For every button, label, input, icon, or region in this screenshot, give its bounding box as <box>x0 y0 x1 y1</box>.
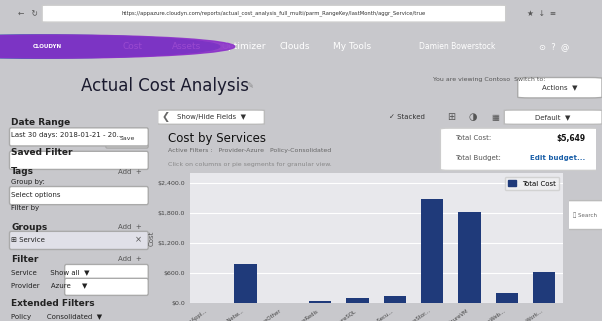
Text: ×: × <box>135 235 142 244</box>
Text: Date Range: Date Range <box>11 118 70 127</box>
Text: Service      Show all  ▼: Service Show all ▼ <box>11 269 90 275</box>
Text: Last 30 days: 2018-01-21 - 20...: Last 30 days: 2018-01-21 - 20... <box>11 132 123 138</box>
Text: Tags: Tags <box>11 167 34 176</box>
FancyBboxPatch shape <box>64 265 148 282</box>
Text: You are viewing Contoso  Switch to:: You are viewing Contoso Switch to: <box>433 77 546 82</box>
Text: ✓ Stacked: ✓ Stacked <box>388 114 424 120</box>
FancyBboxPatch shape <box>158 110 264 124</box>
Legend: Total Cost: Total Cost <box>504 177 559 190</box>
Text: Add  +: Add + <box>118 256 142 262</box>
Bar <box>346 298 369 303</box>
Text: Click on columns or pie segments for granular view.: Click on columns or pie segments for gra… <box>168 162 332 167</box>
Text: Extended Filters: Extended Filters <box>11 299 95 308</box>
Text: My Tools: My Tools <box>333 42 371 51</box>
Text: Filter by: Filter by <box>11 205 39 211</box>
Bar <box>309 301 332 303</box>
Text: Provider     Azure     ▼: Provider Azure ▼ <box>11 282 87 288</box>
Text: ←   ↻: ← ↻ <box>18 9 38 18</box>
Text: Select options: Select options <box>11 192 61 198</box>
Text: Filter: Filter <box>11 255 39 264</box>
Text: Cost: Cost <box>122 42 143 51</box>
Text: Actual Cost Analysis: Actual Cost Analysis <box>81 77 249 95</box>
FancyBboxPatch shape <box>42 5 506 22</box>
Text: Saved Filter: Saved Filter <box>11 148 72 157</box>
Bar <box>495 293 518 303</box>
Text: Default  ▼: Default ▼ <box>535 114 571 120</box>
Text: ⊙  ?  @: ⊙ ? @ <box>539 42 569 51</box>
Text: Total Budget:: Total Budget: <box>456 155 501 161</box>
Text: ✎: ✎ <box>246 81 253 90</box>
Text: ★  ↓  ≡: ★ ↓ ≡ <box>527 9 556 18</box>
Text: Clouds: Clouds <box>280 42 310 51</box>
Text: Save: Save <box>119 136 135 141</box>
Bar <box>458 213 481 303</box>
Text: Add  +: Add + <box>118 224 142 230</box>
Text: Actions  ▼: Actions ▼ <box>542 84 577 90</box>
Text: Cost by Services: Cost by Services <box>168 132 266 145</box>
Text: $5,649: $5,649 <box>556 134 585 143</box>
Text: Show/Hide Fields  ▼: Show/Hide Fields ▼ <box>176 114 246 120</box>
FancyBboxPatch shape <box>106 129 148 148</box>
Text: ❮: ❮ <box>161 112 169 122</box>
Circle shape <box>0 35 235 58</box>
FancyBboxPatch shape <box>10 187 148 205</box>
FancyBboxPatch shape <box>10 128 148 146</box>
Text: Assets: Assets <box>172 42 201 51</box>
FancyBboxPatch shape <box>10 231 148 249</box>
Bar <box>421 199 444 303</box>
Text: Add  +: Add + <box>118 169 142 175</box>
Text: Edit budget...: Edit budget... <box>530 155 585 161</box>
FancyBboxPatch shape <box>10 151 148 169</box>
Y-axis label: Cost: Cost <box>148 231 154 246</box>
Circle shape <box>0 35 220 58</box>
Bar <box>383 296 406 303</box>
Text: ▦: ▦ <box>491 113 499 122</box>
Text: 🔍 Search: 🔍 Search <box>574 212 597 218</box>
FancyBboxPatch shape <box>64 278 148 295</box>
Text: Damien Bowerstock: Damien Bowerstock <box>420 42 495 51</box>
Text: Group by:: Group by: <box>11 179 45 185</box>
Text: Total Cost:: Total Cost: <box>456 135 492 141</box>
Bar <box>234 265 257 303</box>
FancyBboxPatch shape <box>504 110 602 124</box>
Text: Optimizer: Optimizer <box>222 42 266 51</box>
Text: https://appazure.cloudyn.com/reports/actual_cost_analysis_full_multi/parm_RangeK: https://appazure.cloudyn.com/reports/act… <box>122 11 426 16</box>
FancyBboxPatch shape <box>441 128 600 170</box>
Text: Groups: Groups <box>11 222 48 231</box>
Text: ◑: ◑ <box>469 112 477 122</box>
FancyBboxPatch shape <box>567 201 602 230</box>
Text: Active Filters :   Provider-Azure   Policy-Consolidated: Active Filters : Provider-Azure Policy-C… <box>168 148 331 153</box>
Text: ⊞: ⊞ <box>447 112 455 122</box>
FancyBboxPatch shape <box>518 77 602 98</box>
Text: ⊞ Service: ⊞ Service <box>11 237 45 243</box>
Text: CLOUDYN: CLOUDYN <box>33 44 61 49</box>
Bar <box>533 272 556 303</box>
Text: Policy       Consolidated  ▼: Policy Consolidated ▼ <box>11 314 102 320</box>
